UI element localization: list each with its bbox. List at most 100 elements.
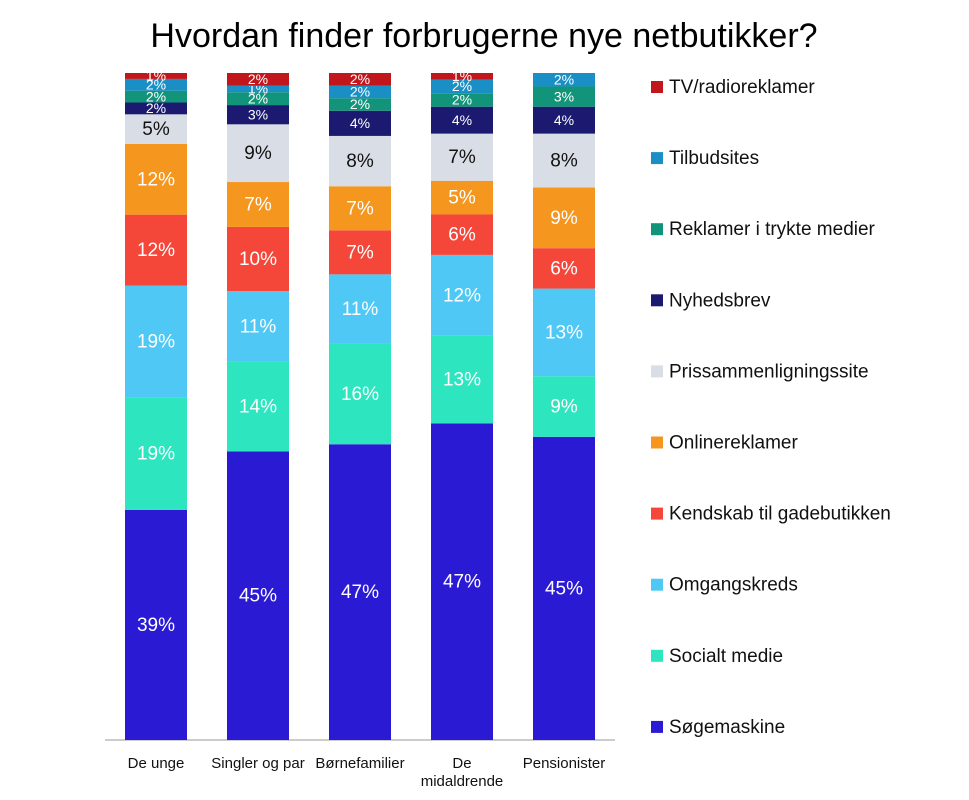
data-label: 3% — [554, 88, 574, 104]
chart-title: Hvordan finder forbrugerne nye netbutikk… — [150, 17, 817, 55]
bar-segment — [329, 73, 391, 86]
bar-segment — [533, 187, 595, 249]
bar-segment — [227, 92, 289, 106]
bar-segment — [533, 106, 595, 134]
legend-label: Søgemaskine — [669, 717, 785, 738]
bar-segment — [125, 397, 187, 510]
data-label: 4% — [554, 112, 574, 128]
legend-label: Kendskab til gadebutikken — [669, 504, 891, 525]
legend-swatch — [651, 436, 663, 449]
x-tick-label: De midaldrende — [420, 755, 504, 790]
bar-segment — [431, 214, 493, 255]
bar-segment — [329, 274, 391, 344]
legend-label: Nyhedsbrev — [669, 290, 771, 311]
bar-segment — [533, 376, 595, 437]
bar-segment — [431, 79, 493, 94]
data-label: 45% — [239, 586, 277, 607]
bar-segment — [125, 73, 187, 79]
bar-segment — [533, 288, 595, 377]
bar-segment — [227, 182, 289, 227]
bar-segment — [329, 135, 391, 187]
bar-segment — [125, 509, 187, 740]
bar-segment — [227, 73, 289, 86]
bar-segment — [431, 73, 493, 80]
data-label: 12% — [137, 240, 175, 261]
legend-label: Tilbudsites — [669, 148, 759, 169]
legend-swatch — [651, 365, 663, 378]
x-tick-label: Singler og par — [211, 755, 305, 772]
legend-swatch — [651, 507, 663, 520]
data-label: 2% — [350, 84, 370, 100]
data-label: 19% — [137, 444, 175, 465]
data-label: 2% — [248, 71, 268, 87]
data-label: 2% — [146, 100, 166, 116]
bar-segment — [533, 133, 595, 188]
data-label: 11% — [342, 299, 379, 320]
x-tick-label: De unge — [127, 755, 185, 772]
legend-swatch — [651, 294, 663, 307]
legend-swatch — [651, 649, 663, 662]
data-label: 14% — [239, 397, 277, 418]
bar-segment — [227, 291, 289, 362]
data-label: 11% — [240, 316, 277, 337]
bar-segment — [227, 105, 289, 125]
bar-segment — [125, 214, 187, 286]
data-label: 2% — [248, 90, 268, 106]
data-label: 19% — [137, 332, 175, 353]
data-label: 2% — [146, 77, 166, 93]
bar-segment — [125, 143, 187, 215]
x-tick-label: Pensionister — [522, 755, 606, 772]
bar-segment — [329, 186, 391, 231]
data-label: 4% — [452, 112, 472, 128]
legend-label: Socialt medie — [669, 646, 783, 667]
data-label: 2% — [146, 88, 166, 104]
data-label: 4% — [350, 115, 370, 131]
bar-segment — [533, 248, 595, 289]
bar-segment — [329, 85, 391, 99]
legend-label: Onlinereklamer — [669, 433, 798, 454]
data-label: 8% — [346, 151, 374, 172]
data-label: 9% — [244, 143, 272, 164]
data-label: 13% — [545, 322, 583, 343]
data-label: 7% — [346, 242, 374, 263]
data-label: 16% — [341, 384, 379, 405]
data-label: 12% — [137, 169, 175, 190]
bar-segment — [431, 180, 493, 215]
bar-segment — [533, 86, 595, 107]
data-label: 5% — [448, 188, 476, 209]
data-label: 1% — [146, 68, 166, 84]
bar-segment — [227, 451, 289, 740]
legend-swatch — [651, 152, 663, 165]
legend-label: Prissammenligningssite — [669, 361, 869, 382]
data-label: 12% — [443, 285, 481, 306]
legend-label: TV/radioreklamer — [669, 77, 815, 98]
data-label: 3% — [248, 106, 268, 122]
bar-segment — [227, 361, 289, 452]
data-label: 47% — [443, 572, 481, 593]
data-label: 5% — [142, 119, 170, 140]
data-label: 1% — [452, 68, 472, 84]
bar-segment — [431, 133, 493, 181]
legend-label: Omgangskreds — [669, 575, 798, 596]
data-label: 2% — [554, 71, 574, 87]
bar-segment — [431, 93, 493, 107]
data-label: 47% — [341, 582, 379, 603]
bar-segment — [329, 444, 391, 740]
legend-swatch — [651, 81, 663, 93]
data-label: 45% — [545, 578, 583, 599]
legend-swatch — [651, 578, 663, 591]
legend-swatch — [651, 720, 663, 733]
bar-segment — [227, 226, 289, 292]
data-label: 7% — [346, 198, 374, 219]
bar-segment — [329, 343, 391, 445]
data-label: 6% — [550, 258, 578, 279]
data-label: 7% — [448, 147, 476, 168]
bar-segment — [227, 124, 289, 183]
bar-segment — [329, 110, 391, 136]
x-tick-label: Børnefamilier — [315, 755, 405, 772]
bar-segment — [125, 114, 187, 144]
data-label: 13% — [443, 370, 481, 391]
data-label: 8% — [550, 151, 578, 172]
